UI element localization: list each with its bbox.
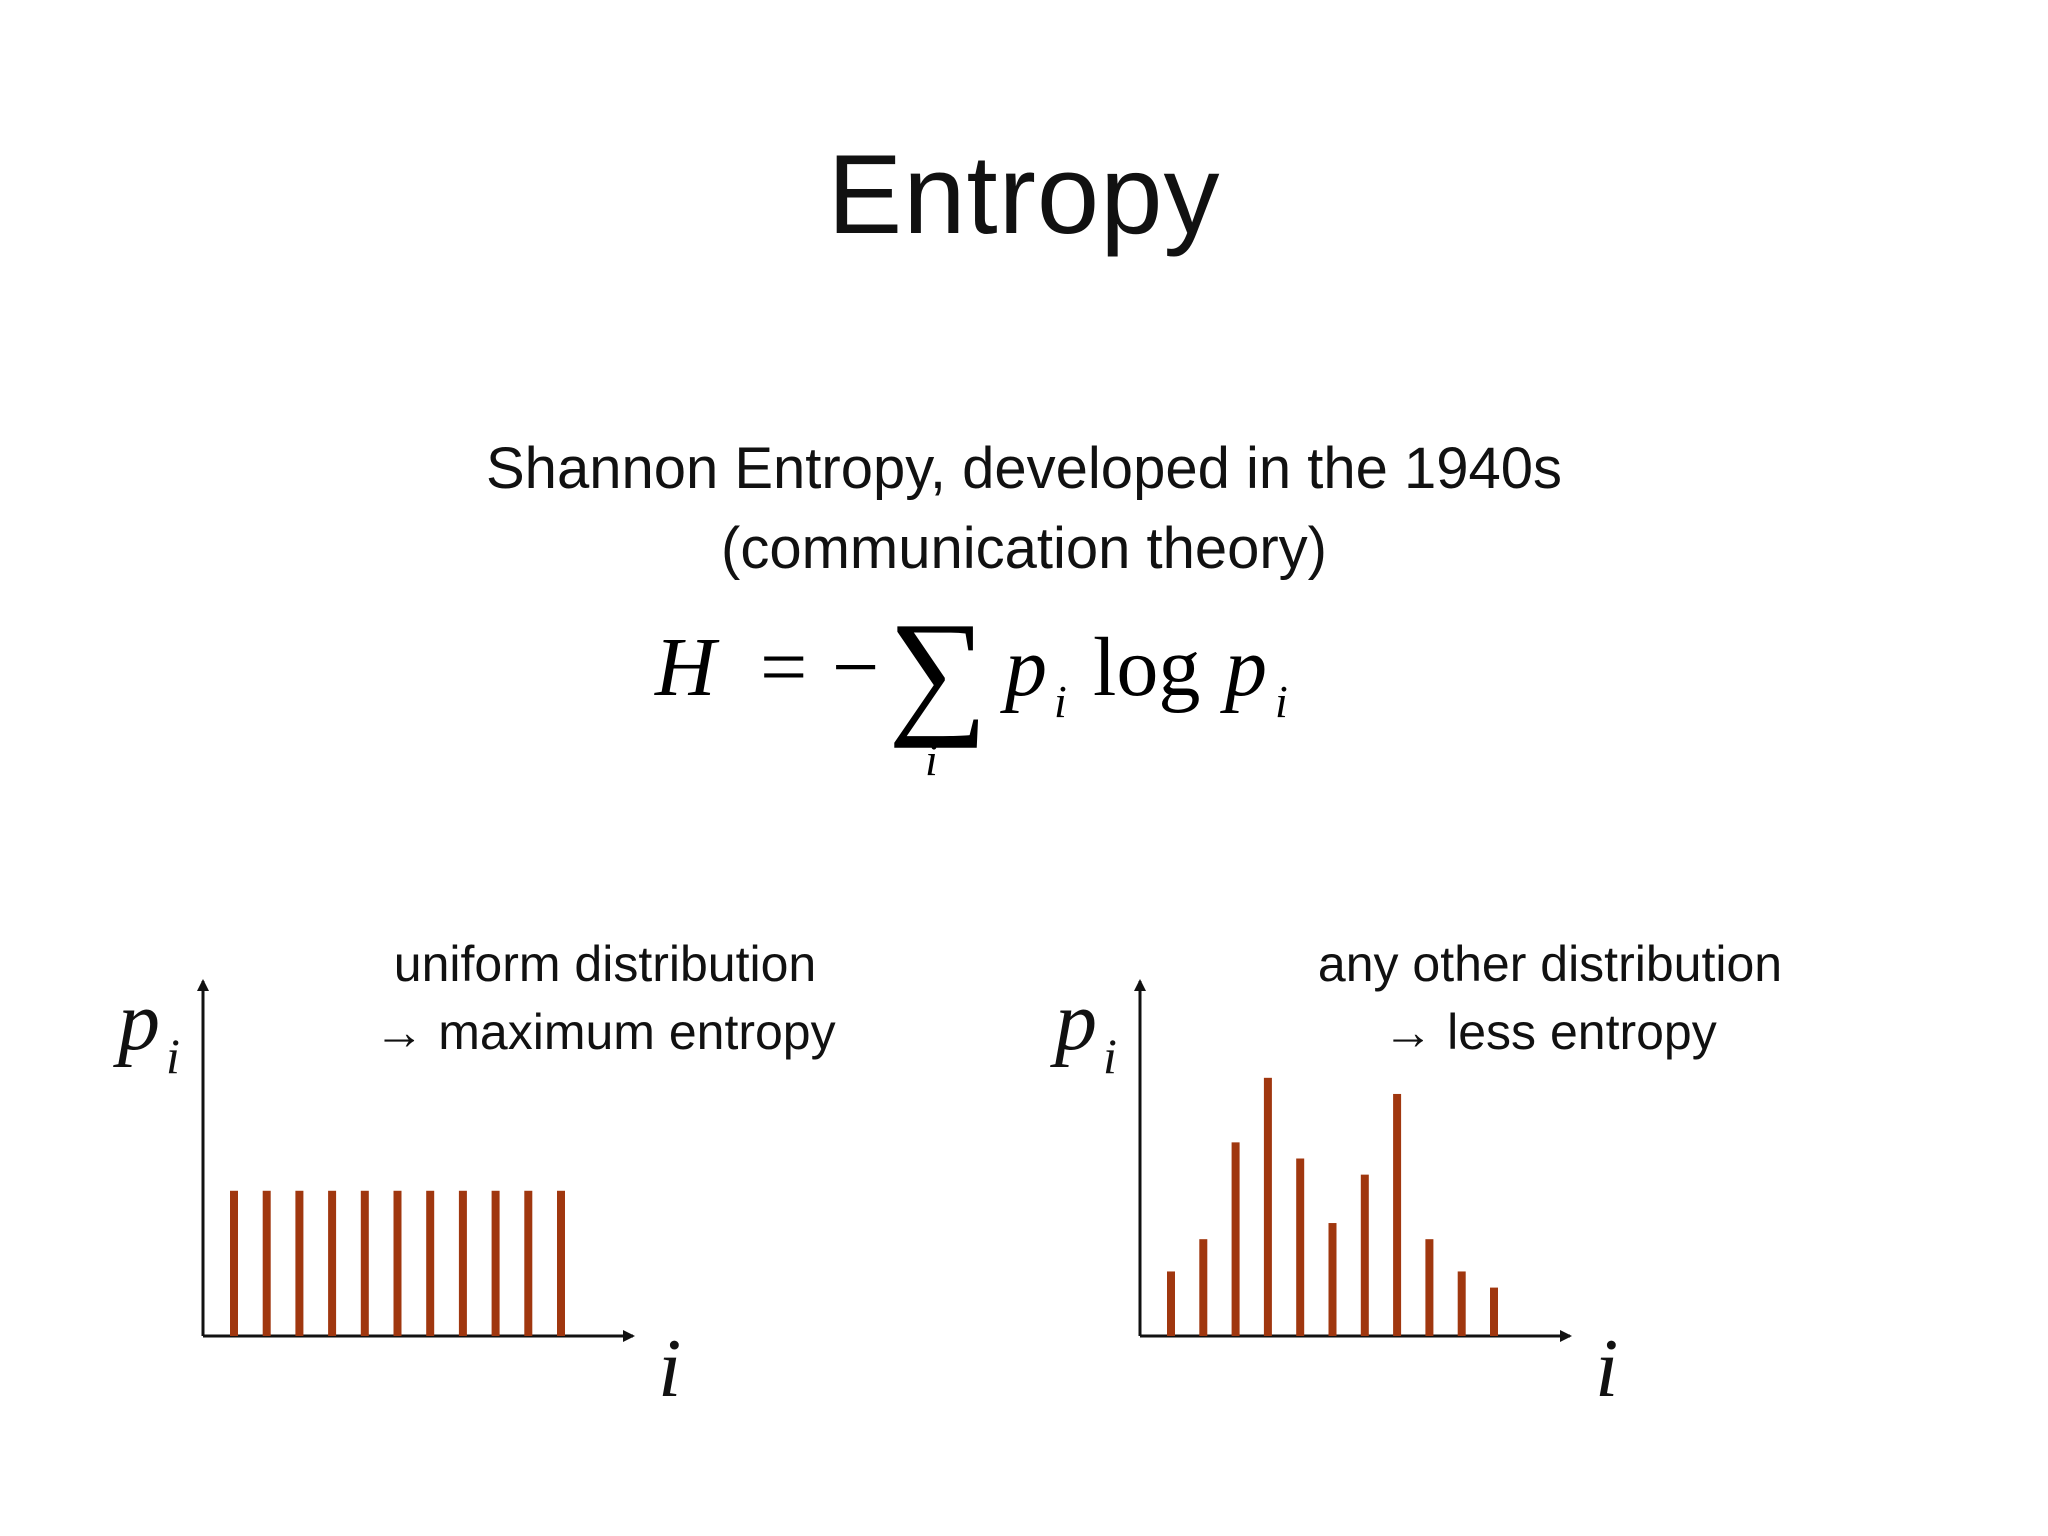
left-chart-bar [328, 1190, 337, 1336]
right-chart-bar [1490, 1287, 1498, 1336]
left-chart-bar [557, 1190, 565, 1336]
left-chart-bar [393, 1190, 402, 1336]
right-caption-line-1: any other distribution [1317, 936, 1783, 992]
right-chart-bar [1457, 1271, 1466, 1336]
right-chart-bar [1167, 1271, 1175, 1336]
left-chart-x-label: i [658, 1322, 681, 1415]
left-chart-caption: uniform distribution → maximum entropy [305, 930, 905, 1066]
left-chart-bar [524, 1190, 533, 1336]
right-chart-y-label-sub: i [1103, 1028, 1117, 1084]
right-chart-caption: any other distribution → less entropy [1250, 930, 1850, 1066]
slide-title: Entropy [827, 132, 1221, 257]
right-chart-bar [1360, 1174, 1369, 1336]
left-chart-bar [426, 1190, 435, 1336]
right-chart-bar [1263, 1077, 1272, 1336]
right-chart-y-label: p [1050, 975, 1097, 1068]
right-chart-x-label: i [1595, 1322, 1618, 1415]
left-chart-bar [458, 1190, 467, 1336]
left-caption-line-2: → maximum entropy [374, 1004, 836, 1060]
subtitle-line-2: (communication theory) [721, 516, 1327, 581]
subtitle-line-1: Shannon Entropy, developed in the 1940s [486, 436, 1562, 501]
left-chart-y-label: p [113, 975, 160, 1068]
right-chart-bar [1231, 1142, 1240, 1336]
right-chart-bar [1199, 1239, 1208, 1336]
right-caption-line-2: → less entropy [1383, 1004, 1717, 1060]
right-chart-bar [1393, 1093, 1402, 1336]
left-chart-bar [360, 1190, 369, 1336]
left-chart-bar [262, 1190, 271, 1336]
right-chart-bar [1296, 1158, 1305, 1336]
right-chart-bar [1425, 1239, 1434, 1336]
right-chart-bar [1328, 1223, 1337, 1336]
left-chart-bar [491, 1190, 500, 1336]
left-caption-line-1: uniform distribution [393, 936, 817, 992]
left-chart-y-label-sub: i [166, 1028, 180, 1084]
left-chart-bar [295, 1190, 304, 1336]
left-chart-bar [230, 1190, 238, 1336]
